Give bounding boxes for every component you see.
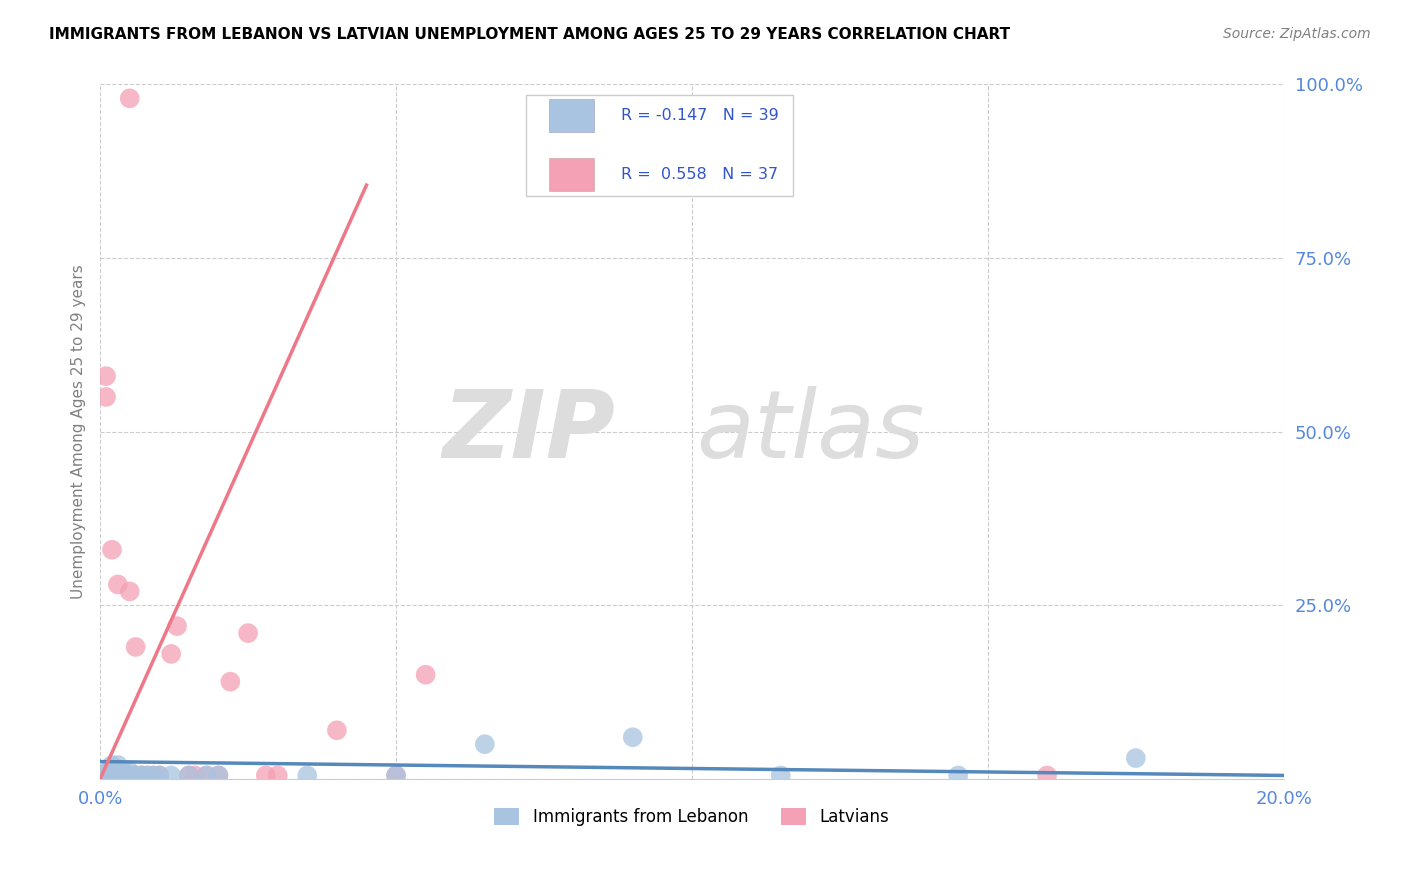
FancyBboxPatch shape [548,99,593,132]
Point [474,737,496,751]
Point [97,768,120,782]
Point [415,667,437,681]
Point [107,768,129,782]
Point [207,768,229,782]
Point [118,91,141,105]
Point [94,764,117,779]
Point [142,768,165,782]
Point [136,768,159,782]
Text: atlas: atlas [696,386,924,477]
Point [107,768,129,782]
Point [184,768,207,782]
Point [118,768,141,782]
Point [90,768,112,782]
Text: R =  0.558   N = 37: R = 0.558 N = 37 [621,167,778,182]
Point [107,768,129,782]
Point [207,768,229,782]
Y-axis label: Unemployment Among Ages 25 to 29 years: Unemployment Among Ages 25 to 29 years [72,264,86,599]
Point [131,768,153,782]
Point [195,768,218,782]
Point [195,768,218,782]
Point [101,758,124,772]
Point [101,764,124,779]
Point [104,768,127,782]
Point [177,768,200,782]
Point [94,768,117,782]
Point [110,768,132,782]
Text: Source: ZipAtlas.com: Source: ZipAtlas.com [1223,27,1371,41]
Point [91,768,114,782]
Point [385,768,408,782]
Text: IMMIGRANTS FROM LEBANON VS LATVIAN UNEMPLOYMENT AMONG AGES 25 TO 29 YEARS CORREL: IMMIGRANTS FROM LEBANON VS LATVIAN UNEMP… [49,27,1011,42]
Point [131,768,153,782]
Point [160,768,183,782]
FancyBboxPatch shape [548,159,593,191]
Point [118,768,141,782]
Point [266,768,288,782]
Point [297,768,319,782]
Point [948,768,970,782]
Point [160,647,183,661]
Text: ZIP: ZIP [441,385,614,478]
FancyBboxPatch shape [526,95,793,195]
Point [98,768,121,782]
Point [101,542,124,557]
Point [385,768,408,782]
Point [142,768,165,782]
Point [148,768,170,782]
Point [112,768,135,782]
Point [112,768,135,782]
Point [177,768,200,782]
Point [219,674,242,689]
Point [107,764,129,779]
Point [90,768,112,782]
Point [326,723,349,738]
Point [112,764,135,779]
Point [124,768,146,782]
Point [118,764,141,779]
Point [94,369,117,384]
Point [107,768,129,782]
Point [91,768,114,782]
Point [94,768,117,782]
Point [236,626,259,640]
Point [98,768,121,782]
Point [166,619,188,633]
Point [112,768,135,782]
Point [136,768,159,782]
Point [118,584,141,599]
Point [769,768,792,782]
Text: R = -0.147   N = 39: R = -0.147 N = 39 [621,108,779,123]
Point [101,768,124,782]
Point [131,768,153,782]
Point [1036,768,1059,782]
Point [98,764,121,779]
Point [107,577,129,591]
Point [94,390,117,404]
Point [96,768,118,782]
Point [254,768,277,782]
Point [124,768,146,782]
Point [1125,751,1147,765]
Point [148,768,170,782]
Point [101,768,124,782]
Point [621,731,644,745]
Legend: Immigrants from Lebanon, Latvians: Immigrants from Lebanon, Latvians [488,802,896,833]
Point [107,758,129,772]
Point [124,640,146,654]
Point [104,768,127,782]
Point [112,768,135,782]
